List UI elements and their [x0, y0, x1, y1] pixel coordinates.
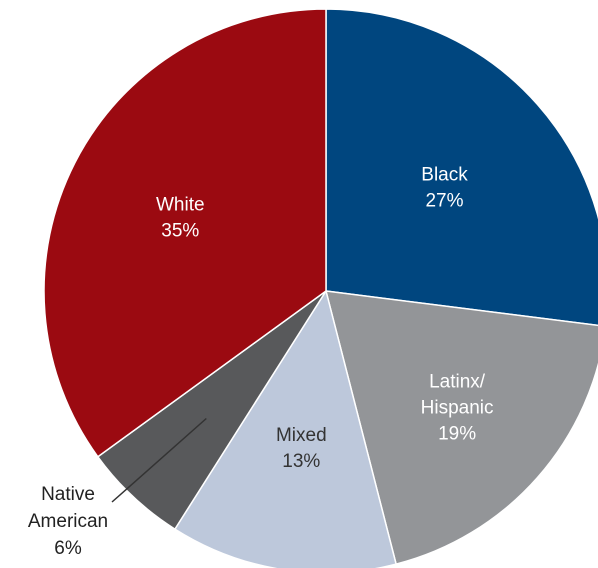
slice-value-latinx-hispanic: 19% [438, 424, 476, 445]
slice-label-native-american: Native [41, 484, 95, 505]
slice-label-mixed: Mixed [276, 425, 327, 446]
slice-label-white: White [156, 195, 205, 216]
slice-value-native-american: 6% [54, 538, 82, 559]
slice-value-mixed: 13% [282, 451, 320, 472]
slice-value-black: 27% [425, 191, 463, 212]
slice-label-native-american: American [28, 511, 108, 532]
pie-slices [44, 9, 598, 568]
slice-label-black: Black [421, 165, 468, 186]
slice-label-latinx-hispanic: Hispanic [421, 398, 494, 419]
slice-value-white: 35% [161, 221, 199, 242]
slice-label-latinx-hispanic: Latinx/ [429, 372, 486, 393]
